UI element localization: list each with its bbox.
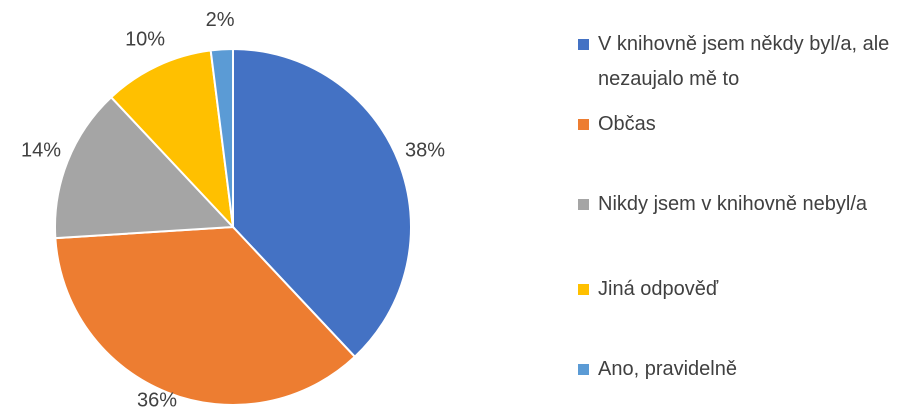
legend-swatch bbox=[578, 119, 589, 130]
legend-item: Ano, pravidelně bbox=[578, 352, 903, 387]
pie-slice bbox=[54, 95, 236, 240]
data-label: 14% bbox=[21, 139, 61, 161]
legend-label: Ano, pravidelně bbox=[598, 358, 737, 380]
data-label: 10% bbox=[125, 28, 165, 50]
legend-swatch bbox=[578, 364, 589, 375]
legend-label: V knihovně jsem někdy byl/a, ale nezauja… bbox=[598, 33, 890, 90]
legend-swatch bbox=[578, 284, 589, 295]
pie-slice bbox=[109, 49, 235, 230]
legend-item: Občas bbox=[578, 107, 903, 142]
legend-label: Jiná odpověď bbox=[598, 278, 719, 300]
legend-item: Nikdy jsem v knihovně nebyl/a bbox=[578, 187, 903, 222]
legend-label: Nikdy jsem v knihovně nebyl/a bbox=[598, 193, 868, 215]
pie-slice bbox=[209, 47, 234, 228]
pie-slice bbox=[54, 225, 357, 406]
legend-item: V knihovně jsem někdy byl/a, ale nezauja… bbox=[578, 27, 903, 97]
data-label: 38% bbox=[405, 139, 445, 161]
legend-item: Jiná odpověď bbox=[578, 272, 903, 307]
pie-slice bbox=[232, 47, 412, 359]
legend-swatch bbox=[578, 199, 589, 210]
legend-swatch bbox=[578, 39, 589, 50]
data-label: 2% bbox=[206, 9, 235, 31]
data-label: 36% bbox=[137, 389, 177, 411]
legend-label: Občas bbox=[598, 113, 656, 135]
